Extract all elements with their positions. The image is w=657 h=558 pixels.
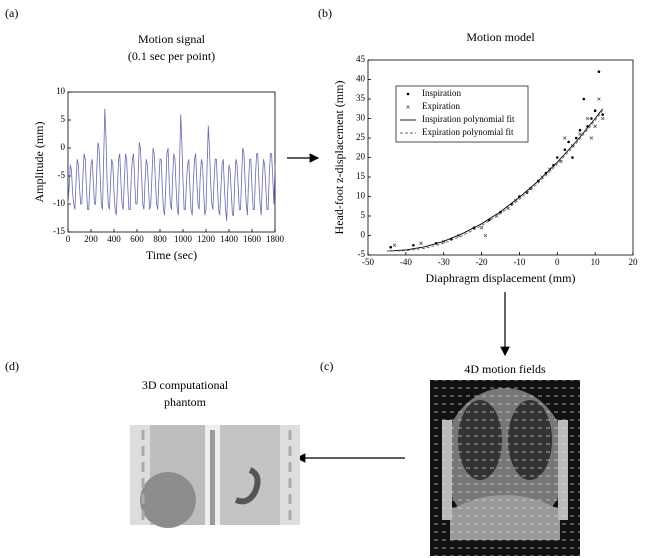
inspiration-point [412,243,415,247]
inspiration-point [567,140,570,144]
x-tick-label: -50 [362,257,374,267]
inspiration-point [593,109,597,112]
y-tick-label: -5 [58,170,66,180]
y-tick-label: 0 [361,230,366,240]
x-tick-label: 400 [107,234,121,244]
legend-label: Expiration [422,101,460,111]
expiration-point [563,136,567,140]
legend-marker [406,92,410,96]
inspiration-point [601,113,605,116]
y-tick-label: 45 [356,54,366,64]
expiration-point [479,225,484,230]
x-tick-label: 1000 [174,234,193,244]
x-tick-label: -10 [513,257,525,267]
fit-line [386,108,604,252]
y-tick-label: 15 [356,171,366,181]
inspiration-point [582,97,586,101]
expiration-point [600,116,605,121]
expiration-point [585,116,590,121]
y-tick-label: 5 [361,210,366,220]
x-tick-label: 0 [66,234,71,244]
inspiration-point [571,156,574,159]
x-axis-label: Diaphragm displacement (mm) [426,271,576,285]
chart-subtitle: (0.1 sec per point) [128,49,215,63]
y-tick-label: -10 [53,198,65,208]
motion-field-image [430,380,580,556]
y-axis-label: Amplitude (mm) [32,122,46,203]
expiration-point [419,241,423,246]
y-tick-label: 35 [356,93,366,103]
inspiration-point [578,128,582,132]
phantom-image [130,425,300,528]
y-tick-label: 10 [56,86,66,96]
legend-box [395,85,529,143]
x-tick-label: -40 [400,257,412,267]
legend-label: Inspiration [422,88,461,98]
y-tick-label: 0 [61,142,66,152]
panel-label: (a) [5,6,18,20]
x-tick-label: -20 [476,257,488,267]
legend-label: Expiration polynomial fit [422,127,514,137]
y-tick-label: 40 [356,74,366,84]
x-tick-label: 1200 [197,234,216,244]
x-tick-label: -30 [438,257,450,267]
x-axis-label: Time (sec) [146,248,197,262]
fit-line [386,110,604,252]
y-tick-label: 5 [61,114,66,124]
panel-label: (c) [320,359,333,373]
chart-title: Motion model [466,30,535,44]
expiration-point [483,233,488,238]
expiration-point [597,97,601,101]
x-tick-label: 800 [153,234,167,244]
y-tick-label: 20 [356,152,366,162]
panel-label: (b) [318,6,332,20]
y-tick-label: 30 [356,113,366,123]
expiration-point [589,136,594,140]
x-tick-label: 200 [84,234,98,244]
y-tick-label: 10 [356,191,366,201]
x-tick-label: 1600 [243,234,262,244]
panel-label: (d) [5,359,19,373]
expiration-point [529,186,533,191]
x-tick-label: 10 [591,257,601,267]
inspiration-point [563,148,567,151]
expiration-point [392,243,397,248]
x-tick-label: 20 [629,257,639,267]
expiration-point [559,159,563,164]
inspiration-point [590,117,593,120]
y-tick-label: 25 [356,132,366,142]
legend-marker [406,105,410,109]
chart-title: Motion signal [138,32,206,46]
inspiration-point [555,156,559,159]
inspiration-point [597,70,601,73]
panel-title: phantom [164,395,207,409]
panel-title: 4D motion fields [464,362,546,376]
x-tick-label: 1400 [220,234,239,244]
legend-label: Inspiration polynomial fit [422,114,515,124]
inspiration-point [574,136,578,140]
x-tick-label: 0 [555,257,560,267]
y-tick-label: -15 [53,226,65,236]
plot-frame [67,91,276,233]
inspiration-point [389,245,393,249]
y-tick-label: -5 [358,249,366,259]
panel-title: 3D computational [142,378,229,392]
y-axis-label: Head-foot z-displacement (mm) [332,81,346,235]
signal-line [67,108,276,221]
x-tick-label: 600 [130,234,144,244]
x-tick-label: 1800 [266,234,285,244]
expiration-point [593,124,597,129]
